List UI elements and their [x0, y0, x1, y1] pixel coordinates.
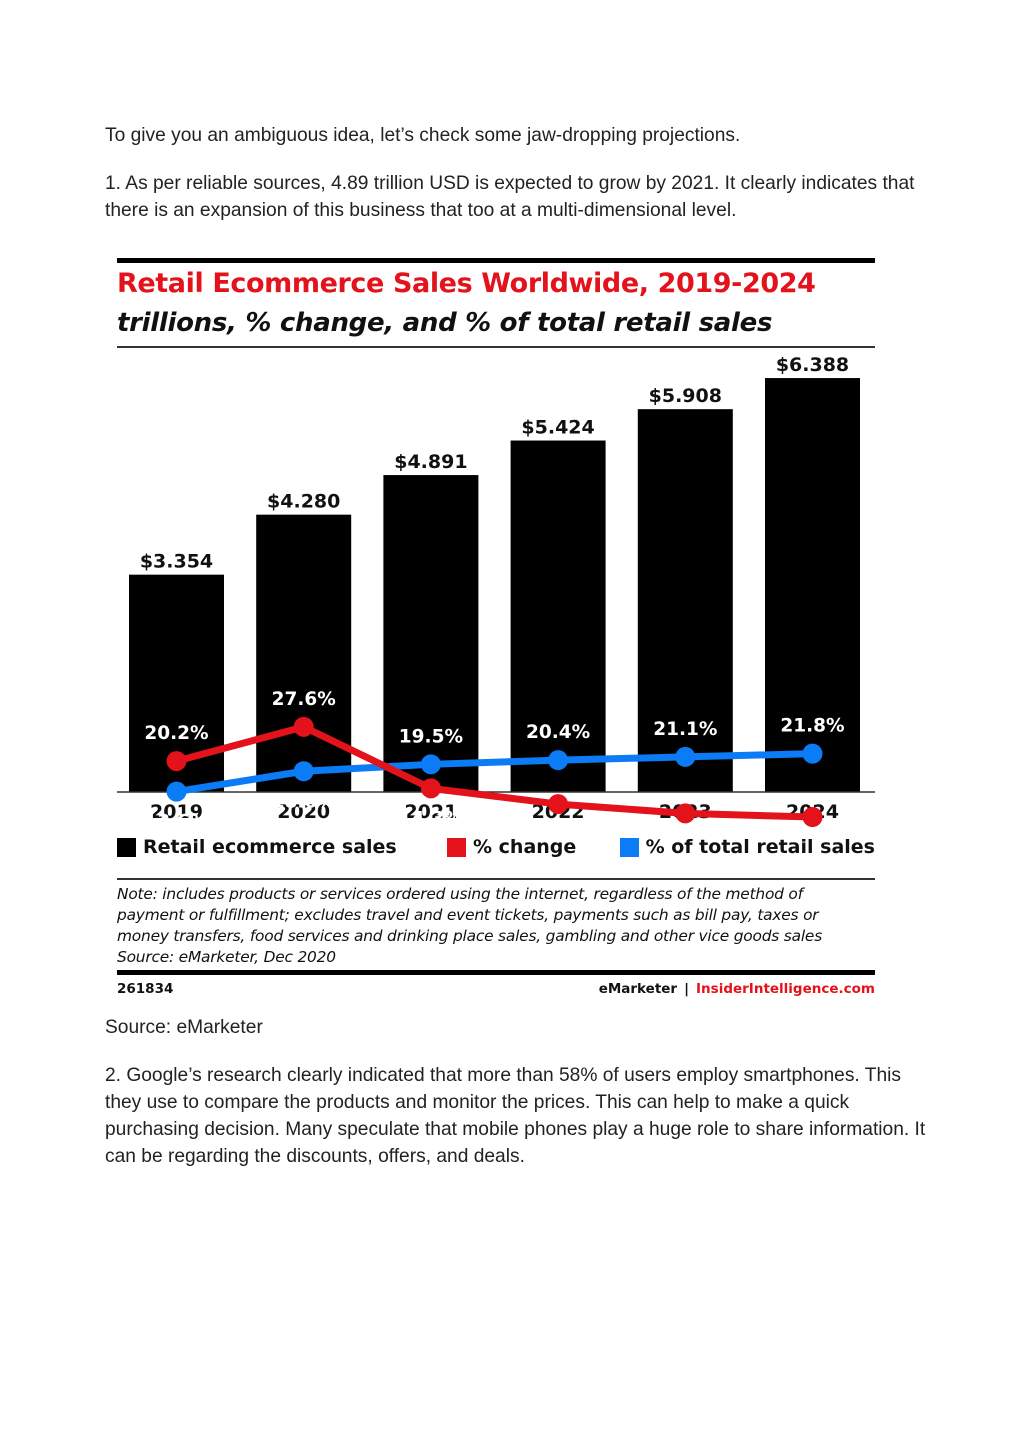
chart-source-line: Source: eMarketer, Dec 2020 — [117, 948, 336, 966]
note-line: Note: includes products or services orde… — [117, 885, 803, 903]
chart-subtitle: trillions, % change, and % of total reta… — [117, 308, 773, 338]
bar-value-label: $3.354 — [140, 551, 213, 573]
legend-item-share: % of total retail sales — [619, 836, 875, 858]
bar — [510, 440, 606, 792]
percent-change-label: 10.9% — [526, 824, 590, 845]
chart-note: Note: includes products or services orde… — [117, 884, 877, 968]
legend-swatch-share — [619, 837, 639, 857]
brand-separator: | — [684, 981, 690, 997]
chart-id: 261834 — [117, 981, 174, 997]
share-of-retail-line — [173, 750, 816, 796]
percent-change-point — [802, 807, 823, 828]
share-of-retail-point — [420, 754, 441, 775]
bar-value-label: $4.280 — [267, 491, 340, 513]
note-line: payment or fulfillment; excludes travel … — [117, 906, 819, 924]
source-line: Source: eMarketer — [105, 1017, 263, 1038]
intro-paragraph: To give you an ambiguous idea, let’s che… — [105, 125, 741, 146]
share-of-retail-point — [293, 761, 314, 782]
figure-bottom-rule — [117, 970, 875, 975]
brand-credit: eMarketer | InsiderIntelligence.com — [599, 981, 875, 997]
brand-emarketer: eMarketer — [598, 981, 678, 997]
brand-insider-intelligence: InsiderIntelligence.com — [696, 981, 875, 997]
chart-legend: Retail ecommerce sales % change % of tot… — [117, 836, 875, 862]
bar-value-label: $4.891 — [394, 451, 467, 473]
percent-change-label: 20.2% — [144, 723, 208, 744]
bar-value-label: $6.388 — [776, 354, 849, 376]
bar — [637, 409, 733, 792]
percent-change-label: 27.6% — [272, 689, 336, 710]
legend-item-change: % change — [447, 836, 576, 858]
bar — [383, 475, 479, 792]
legend-item-ecommerce: Retail ecommerce sales — [117, 836, 397, 858]
legend-label-change: % change — [473, 836, 577, 858]
share-of-retail-label: 18.0% — [272, 791, 336, 812]
percent-change-label: 8.9% — [660, 833, 711, 854]
share-of-retail-point — [802, 743, 823, 764]
point-two-paragraph: 2. Google’s research clearly indicated t… — [105, 1065, 926, 1167]
legend-label-ecommerce: Retail ecommerce sales — [143, 836, 397, 858]
chart-plot: $3.354 $4.280 $4.891 $5.424 $5.908 $6.388 2019… — [117, 354, 875, 858]
share-of-retail-label: 21.1% — [653, 719, 717, 740]
point-one-paragraph: 1. As per reliable sources, 4.89 trillio… — [105, 173, 915, 221]
percent-change-point — [420, 778, 441, 799]
share-of-retail-label: 13.6% — [144, 812, 208, 833]
chart-figure: Retail Ecommerce Sales Worldwide, 2019-2… — [117, 258, 875, 1003]
percent-change-point — [675, 803, 696, 824]
x-tick-label: 2020 — [277, 801, 330, 823]
percent-change-point — [166, 751, 187, 772]
legend-label-share: % of total retail sales — [645, 836, 875, 858]
percent-change-line — [173, 723, 816, 821]
x-tick-label: 2019 — [150, 801, 203, 823]
figure-top-rule — [117, 258, 875, 263]
legend-swatch-ecommerce — [117, 837, 136, 857]
legend-swatch-change — [447, 837, 466, 857]
bar-value-label: $5.424 — [521, 417, 594, 439]
share-of-retail-point — [675, 746, 696, 767]
note-line: money transfers, food services and drink… — [117, 927, 823, 945]
share-of-retail-label: 20.4% — [526, 722, 590, 743]
x-tick-label: 2021 — [404, 801, 457, 823]
percent-change-label: 8.1% — [787, 837, 838, 858]
share-of-retail-point — [548, 750, 569, 771]
bar — [256, 514, 352, 792]
share-of-retail-label: 19.5% — [399, 726, 463, 747]
share-of-retail-label: 21.8% — [780, 716, 844, 737]
percent-change-point — [548, 794, 569, 815]
percent-change-point — [293, 716, 314, 737]
note-divider — [117, 878, 875, 880]
percent-change-label: 14.3% — [399, 808, 463, 829]
bar-value-label: $5.908 — [649, 385, 722, 407]
title-divider — [117, 346, 875, 348]
bar — [765, 378, 860, 792]
share-of-retail-point — [166, 781, 187, 802]
chart-title: Retail Ecommerce Sales Worldwide, 2019-2… — [117, 268, 816, 299]
